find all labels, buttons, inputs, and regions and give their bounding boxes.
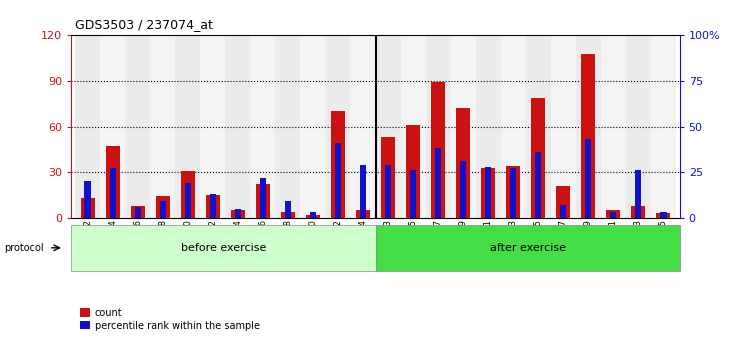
Text: GDS3503 / 237074_at: GDS3503 / 237074_at — [75, 18, 213, 31]
Bar — [250, 35, 276, 218]
Bar — [406, 125, 420, 218]
Bar — [150, 35, 175, 218]
Bar — [535, 152, 541, 218]
Bar — [100, 35, 125, 218]
Bar — [410, 170, 416, 218]
Bar — [431, 82, 445, 218]
Bar — [281, 212, 295, 218]
Bar — [400, 35, 426, 218]
Bar — [156, 196, 170, 218]
Bar — [376, 35, 400, 218]
Bar — [160, 201, 166, 218]
Bar — [560, 205, 566, 218]
Text: after exercise: after exercise — [490, 243, 566, 253]
Bar — [475, 35, 501, 218]
Bar — [532, 98, 545, 218]
Bar — [651, 35, 676, 218]
Bar — [585, 139, 592, 218]
Bar — [351, 35, 376, 218]
Bar — [201, 35, 225, 218]
Bar — [481, 167, 495, 218]
Bar — [335, 143, 341, 218]
Legend: count, percentile rank within the sample: count, percentile rank within the sample — [76, 304, 264, 335]
Bar — [300, 35, 325, 218]
Bar — [501, 35, 526, 218]
Bar — [550, 35, 576, 218]
Bar — [506, 166, 520, 218]
Bar — [626, 35, 651, 218]
Bar — [81, 198, 95, 218]
Bar — [231, 210, 245, 218]
Bar — [485, 167, 491, 218]
Bar — [331, 112, 345, 218]
Bar — [660, 212, 667, 218]
Bar — [576, 35, 601, 218]
Bar — [125, 35, 150, 218]
Bar — [106, 146, 119, 218]
Bar — [210, 194, 216, 218]
Bar — [601, 35, 626, 218]
Bar — [285, 201, 291, 218]
Bar — [610, 212, 617, 218]
Bar — [526, 35, 550, 218]
Bar — [356, 210, 370, 218]
Bar — [451, 35, 475, 218]
Bar — [206, 195, 219, 218]
Bar — [325, 35, 351, 218]
Bar — [460, 161, 466, 218]
Bar — [457, 108, 470, 218]
Bar — [385, 165, 391, 218]
Bar — [175, 35, 201, 218]
Bar — [181, 171, 195, 218]
Bar — [632, 206, 645, 218]
Bar — [607, 210, 620, 218]
Bar — [435, 148, 442, 218]
Bar — [556, 186, 570, 218]
Bar — [382, 137, 395, 218]
Bar — [75, 35, 100, 218]
Bar — [635, 170, 641, 218]
Bar — [256, 184, 270, 218]
Bar — [85, 181, 91, 218]
Text: protocol: protocol — [4, 243, 44, 253]
Bar — [310, 212, 316, 218]
Bar — [225, 35, 250, 218]
Bar — [276, 35, 300, 218]
Bar — [260, 178, 266, 218]
Bar — [581, 53, 596, 218]
Bar — [134, 207, 141, 218]
Bar — [131, 206, 145, 218]
Bar — [110, 169, 116, 218]
Bar — [185, 183, 191, 218]
Bar — [360, 165, 366, 218]
Bar — [306, 215, 320, 218]
Bar — [656, 213, 671, 218]
Text: before exercise: before exercise — [181, 243, 266, 253]
Bar — [426, 35, 451, 218]
Bar — [235, 209, 241, 218]
Bar — [510, 169, 517, 218]
